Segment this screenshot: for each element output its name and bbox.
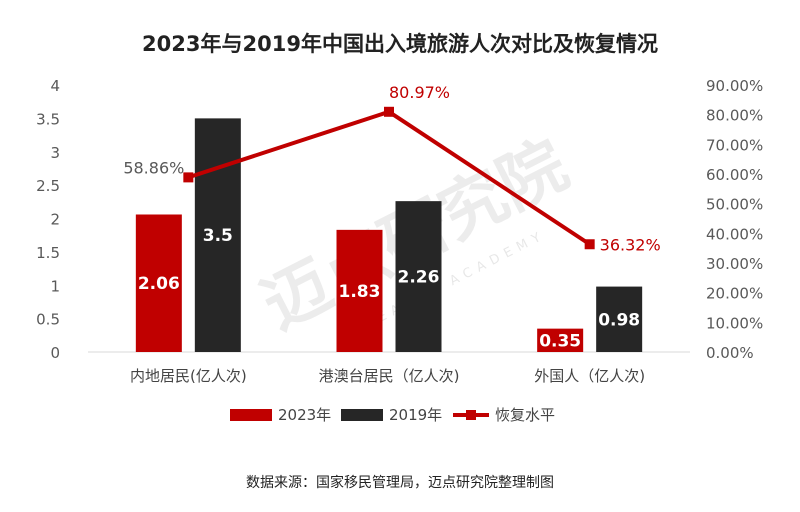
chart-title: 2023年与2019年中国出入境旅游人次对比及恢复情况 [142,32,658,56]
bar-2023 [537,328,584,352]
category-label: 港澳台居民（亿人次) [319,367,460,385]
point-labels: 58.86% 80.97% 36.32% [123,83,660,254]
left-tick-label: 0.5 [36,311,60,329]
recovery-line [183,106,595,250]
bar-value-label: 3.5 [203,226,233,246]
recovery-value-label: 80.97% [389,83,450,102]
bar-2019 [194,118,241,352]
recovery-value-label: 36.32% [600,235,661,254]
legend-label: 2019年 [389,406,442,424]
left-tick-label: 2.5 [36,177,60,195]
bar-value-label: 2.26 [398,268,440,288]
category-label: 外国人（亿人次) [534,367,645,385]
left-tick-label: 1.5 [36,244,60,262]
recovery-value-label: 58.86% [123,158,184,177]
right-tick-label: 80.00% [706,107,763,125]
bar-2019 [596,286,643,352]
right-tick-label: 70.00% [706,136,763,154]
legend-marker [466,410,476,420]
bars [135,118,643,352]
bar-value-label: 0.98 [598,310,640,330]
bar-2023 [336,229,383,352]
recovery-marker [183,172,194,183]
legend-label: 2023年 [278,406,331,424]
right-tick-label: 30.00% [706,255,763,273]
right-tick-label: 10.00% [706,314,763,332]
bar-labels: 2.06 1.83 0.35 3.5 2.26 0.98 [138,226,640,351]
right-axis: 0.00% 10.00% 20.00% 30.00% 40.00% 50.00% 60.00… [706,77,763,362]
legend-swatch [341,409,383,421]
legend-label: 恢复水平 [495,406,555,424]
source-note: 数据来源：国家移民管理局，迈点研究院整理制图 [246,474,554,491]
right-tick-label: 20.00% [706,285,763,303]
left-axis: 0 0.5 1 1.5 2 2.5 3 3.5 4 [36,77,60,362]
recovery-marker [584,239,595,250]
left-tick-label: 0 [50,344,60,362]
left-tick-label: 1 [50,277,60,295]
left-tick-label: 3 [50,144,60,162]
left-tick-label: 3.5 [36,110,60,128]
right-tick-label: 60.00% [706,166,763,184]
right-tick-label: 90.00% [706,77,763,95]
right-tick-label: 50.00% [706,196,763,214]
bar-2023 [135,214,182,352]
right-tick-label: 0.00% [706,344,754,362]
category-label: 内地居民(亿人次) [130,367,247,385]
bar-2019 [395,201,442,352]
left-tick-label: 2 [50,211,60,229]
legend-swatch [230,409,272,421]
legend: 2023年 2019年 恢复水平 [230,406,555,424]
category-labels: 内地居民(亿人次) 港澳台居民（亿人次) 外国人（亿人次) [130,367,645,385]
bar-value-label: 2.06 [138,274,180,294]
recovery-marker [384,106,394,117]
bar-value-label: 0.35 [539,332,581,352]
bar-value-label: 1.83 [339,282,381,302]
left-tick-label: 4 [50,77,60,95]
right-tick-label: 40.00% [706,225,763,243]
